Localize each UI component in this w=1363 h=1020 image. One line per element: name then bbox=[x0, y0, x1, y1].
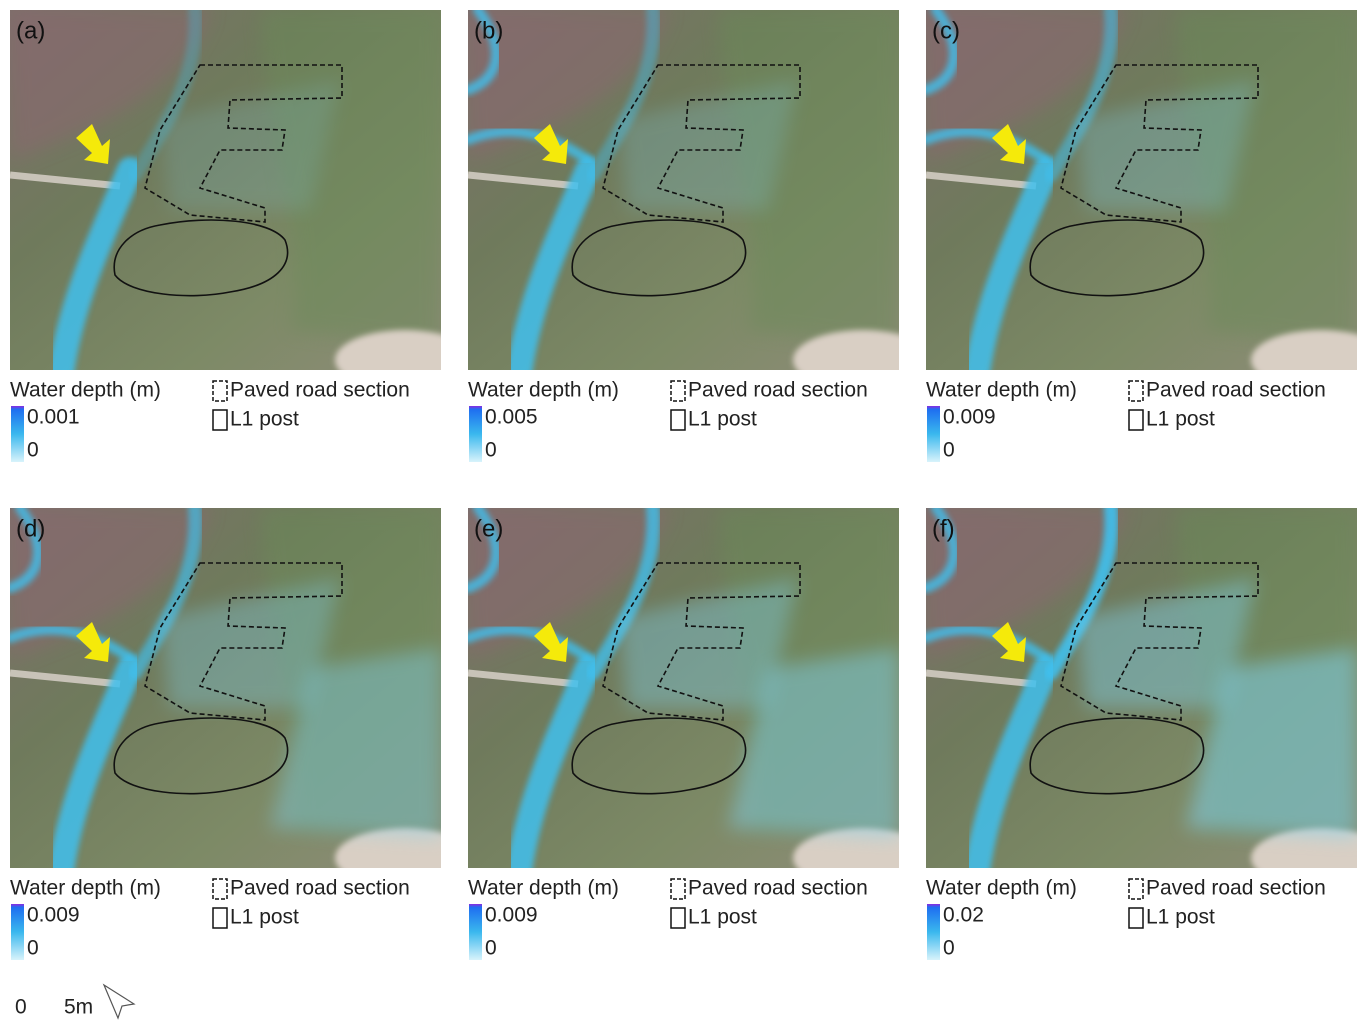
panel-label: (f) bbox=[932, 515, 955, 542]
depth-max: 0.009 bbox=[943, 406, 996, 429]
depth-colorbar bbox=[11, 904, 24, 960]
road-swatch bbox=[671, 381, 685, 401]
panel-label: (d) bbox=[16, 515, 45, 542]
post-label: L1 post bbox=[1146, 408, 1215, 431]
legend-title: Water depth (m) bbox=[926, 379, 1077, 402]
legend: Water depth (m) 0.005 0 Paved road section L… bbox=[468, 379, 868, 462]
depth-max: 0.02 bbox=[943, 904, 984, 927]
post-label: L1 post bbox=[688, 906, 757, 929]
road-swatch bbox=[671, 879, 685, 899]
scale-start: 0 bbox=[15, 996, 27, 1019]
post-swatch bbox=[213, 908, 227, 928]
post-swatch bbox=[1129, 410, 1143, 430]
map-panel: (b) bbox=[468, 10, 933, 390]
depth-min: 0 bbox=[943, 937, 955, 960]
post-label: L1 post bbox=[688, 408, 757, 431]
panel-label: (e) bbox=[474, 515, 503, 542]
road-swatch bbox=[1129, 879, 1143, 899]
depth-min: 0 bbox=[27, 439, 39, 462]
legend: Water depth (m) 0.02 0 Paved road section L1… bbox=[926, 877, 1326, 960]
legend-title: Water depth (m) bbox=[10, 877, 161, 900]
road-swatch bbox=[1129, 381, 1143, 401]
road-label: Paved road section bbox=[230, 877, 410, 900]
depth-max: 0.001 bbox=[27, 406, 80, 429]
depth-max: 0.009 bbox=[27, 904, 80, 927]
post-label: L1 post bbox=[1146, 906, 1215, 929]
legend: Water depth (m) 0.009 0 Paved road section L… bbox=[926, 379, 1326, 462]
legend-title: Water depth (m) bbox=[468, 877, 619, 900]
map-panel: (f) bbox=[926, 508, 1363, 888]
road-label: Paved road section bbox=[688, 877, 868, 900]
panel-label: (a) bbox=[16, 17, 45, 44]
road-label: Paved road section bbox=[1146, 379, 1326, 402]
depth-min: 0 bbox=[943, 439, 955, 462]
depth-colorbar bbox=[11, 406, 24, 462]
road-label: Paved road section bbox=[1146, 877, 1326, 900]
post-label: L1 post bbox=[230, 906, 299, 929]
legend-title: Water depth (m) bbox=[926, 877, 1077, 900]
post-swatch bbox=[213, 410, 227, 430]
post-swatch bbox=[671, 908, 685, 928]
depth-colorbar bbox=[927, 406, 940, 462]
legend-title: Water depth (m) bbox=[468, 379, 619, 402]
figure: 0 5m (a) Water depth (m) 0.001 0 Paved road … bbox=[0, 0, 1363, 1020]
post-swatch bbox=[1129, 908, 1143, 928]
north-arrow bbox=[104, 985, 134, 1018]
panel-label: (b) bbox=[474, 17, 503, 44]
map-panel: (a) bbox=[10, 10, 475, 390]
legend: Water depth (m) 0.001 0 Paved road section L… bbox=[10, 379, 410, 462]
map-panel: (c) bbox=[926, 10, 1363, 390]
road-label: Paved road section bbox=[230, 379, 410, 402]
depth-min: 0 bbox=[485, 937, 497, 960]
legend-title: Water depth (m) bbox=[10, 379, 161, 402]
depth-colorbar bbox=[469, 904, 482, 960]
road-label: Paved road section bbox=[688, 379, 868, 402]
post-swatch bbox=[671, 410, 685, 430]
scale-end: 5m bbox=[64, 996, 93, 1019]
post-label: L1 post bbox=[230, 408, 299, 431]
depth-max: 0.009 bbox=[485, 904, 538, 927]
map-panel: (e) bbox=[468, 508, 933, 888]
road-swatch bbox=[213, 381, 227, 401]
map-panel: (d) bbox=[10, 508, 475, 888]
depth-colorbar bbox=[469, 406, 482, 462]
depth-max: 0.005 bbox=[485, 406, 538, 429]
legend: Water depth (m) 0.009 0 Paved road section L… bbox=[10, 877, 410, 960]
legend: Water depth (m) 0.009 0 Paved road section L… bbox=[468, 877, 868, 960]
panel-label: (c) bbox=[932, 17, 960, 44]
road-swatch bbox=[213, 879, 227, 899]
depth-min: 0 bbox=[27, 937, 39, 960]
depth-min: 0 bbox=[485, 439, 497, 462]
depth-colorbar bbox=[927, 904, 940, 960]
